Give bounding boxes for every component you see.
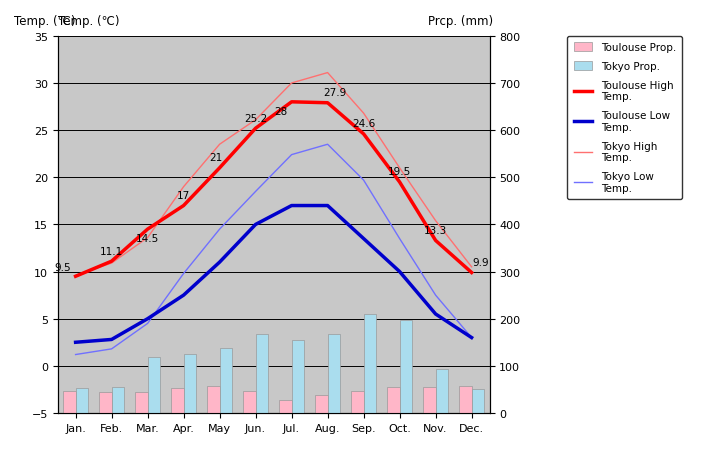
Bar [459, 386, 472, 413]
Bar [220, 348, 232, 413]
Bar [207, 386, 220, 413]
Text: 11.1: 11.1 [100, 246, 123, 256]
Bar [436, 369, 448, 413]
Text: 19.5: 19.5 [388, 167, 411, 177]
Bar [256, 334, 268, 413]
Bar [387, 387, 400, 413]
Bar [112, 387, 124, 413]
Bar [63, 392, 76, 413]
Bar [315, 395, 328, 413]
Bar [243, 391, 256, 413]
Bar [171, 389, 184, 413]
Bar [99, 392, 112, 413]
Text: Prcp. (mm): Prcp. (mm) [428, 15, 493, 28]
Text: 24.6: 24.6 [352, 119, 375, 129]
Bar [76, 389, 88, 413]
Bar [184, 354, 196, 413]
Text: Temp. (℃): Temp. (℃) [14, 15, 76, 28]
Bar [423, 387, 436, 413]
Bar [279, 400, 292, 413]
Text: 13.3: 13.3 [424, 225, 447, 235]
Text: 25.2: 25.2 [244, 113, 267, 123]
Bar [364, 315, 376, 413]
Text: 27.9: 27.9 [323, 88, 346, 98]
Text: 21: 21 [210, 153, 222, 163]
Text: 28: 28 [274, 107, 287, 117]
Bar [135, 392, 148, 413]
Bar [292, 341, 304, 413]
Text: Temp. (℃): Temp. (℃) [58, 15, 119, 28]
Text: 9.9: 9.9 [472, 257, 489, 267]
Text: 17: 17 [177, 190, 190, 201]
Bar [400, 320, 412, 413]
Bar [472, 389, 484, 413]
Bar [351, 392, 364, 413]
Text: 9.5: 9.5 [55, 262, 71, 272]
Text: 14.5: 14.5 [136, 234, 159, 244]
Legend: Toulouse Prop., Tokyo Prop., Toulouse High
Temp., Toulouse Low
Temp., Tokyo High: Toulouse Prop., Tokyo Prop., Toulouse Hi… [567, 37, 682, 200]
Bar [328, 334, 340, 413]
Bar [148, 358, 160, 413]
